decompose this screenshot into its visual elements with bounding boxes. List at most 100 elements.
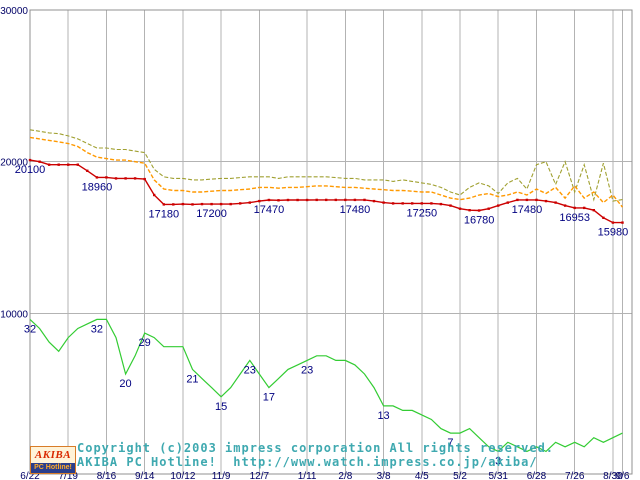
- series-lowest-price-marker: [583, 206, 586, 210]
- series-lowest-price-marker: [334, 198, 337, 202]
- x-axis-tick-label: 10/12: [170, 471, 195, 480]
- series-lowest-price-marker: [592, 209, 595, 212]
- series-lowest-price-marker: [172, 203, 175, 206]
- series-lowest-price-marker: [95, 176, 99, 179]
- x-axis-tick-label: 5/2: [453, 471, 467, 480]
- x-axis-tick-label: 9/14: [135, 471, 155, 480]
- series-lowest-price-marker: [258, 199, 261, 203]
- series-lowest-price-marker: [401, 202, 404, 205]
- series-lowest-price-marker: [516, 198, 519, 202]
- value-annotation: 17480: [512, 204, 543, 216]
- value-annotation: 32: [24, 323, 36, 335]
- series-lowest-price-marker: [325, 198, 328, 202]
- series-lowest-price-marker: [47, 163, 51, 166]
- series-lowest-price-marker: [411, 202, 414, 205]
- value-annotation: 23: [301, 364, 313, 376]
- series-shop-count: [29, 318, 623, 453]
- plot-border: [29, 9, 633, 475]
- y-axis-tick-label: 20000: [0, 158, 28, 169]
- series-lowest-price-marker: [38, 160, 41, 163]
- series-lowest-price-marker: [191, 203, 194, 206]
- value-annotation: 23: [244, 364, 256, 376]
- series-lowest-price-marker: [611, 221, 615, 224]
- series-lowest-price-marker: [57, 163, 60, 166]
- value-annotation: 20: [119, 378, 131, 390]
- series-lowest-price-marker: [277, 199, 280, 202]
- series-lowest-price-marker: [430, 202, 433, 205]
- x-axis-tick-label: 8/30: [603, 471, 623, 480]
- series-lowest-price-marker: [133, 177, 137, 180]
- series-lowest-price-marker: [248, 201, 251, 204]
- series-lowest-price-marker: [305, 198, 309, 202]
- series-lowest-price-marker: [602, 216, 605, 219]
- series-lowest-price-marker: [114, 177, 118, 180]
- x-axis-tick-label: 4/5: [415, 471, 429, 480]
- value-annotation: 13: [377, 410, 389, 422]
- series-lowest-price-marker: [477, 209, 481, 212]
- value-annotation: 15980: [598, 227, 629, 239]
- series-lowest-price-marker: [382, 201, 385, 204]
- value-annotation: 17180: [148, 208, 179, 220]
- series-lowest-price-marker: [86, 169, 89, 172]
- series-lowest-price-marker: [363, 198, 366, 202]
- series-lowest-price-marker: [621, 221, 624, 224]
- value-annotation: 20100: [15, 164, 46, 176]
- series-lowest-price-marker: [563, 204, 567, 207]
- value-annotation: 29: [139, 337, 151, 349]
- series-lowest-price-marker: [124, 177, 127, 180]
- x-axis-tick-label: 2/8: [338, 471, 352, 480]
- value-annotation: 18960: [82, 181, 113, 193]
- value-annotation: 3: [495, 455, 501, 467]
- series-lowest-price-marker: [372, 199, 376, 203]
- series-lowest-price-marker: [296, 198, 299, 202]
- x-axis-tick-label: 1/11: [298, 471, 317, 480]
- series-lowest-price-marker: [67, 163, 70, 166]
- series-highest-price: [29, 129, 623, 202]
- value-annotation: 17250: [406, 207, 437, 219]
- series-lowest-price-marker: [554, 201, 557, 204]
- series-lowest-price-marker: [76, 163, 79, 166]
- copyright-line-1: Copyright (c)2003 impress corporation Al…: [77, 441, 555, 455]
- series-lowest-price-marker: [344, 198, 347, 202]
- series-lowest-price-marker: [506, 201, 509, 204]
- series-lowest-price-marker: [420, 202, 423, 205]
- value-annotation: 17480: [340, 204, 371, 216]
- x-axis-tick-label: 3/8: [377, 471, 391, 480]
- series-lowest-price-marker: [353, 198, 357, 202]
- akiba-pc-hotline-logo: AKIBA PC Hotline!: [30, 446, 76, 474]
- x-axis-tick-label: 5/31: [489, 471, 509, 480]
- series-lowest-price-marker: [391, 202, 395, 205]
- value-annotation: 17200: [196, 208, 227, 220]
- x-axis-tick-label: 7/19: [58, 471, 78, 480]
- series-lowest-price-marker: [239, 202, 242, 205]
- series-lowest-price-marker: [267, 198, 271, 202]
- series-lowest-price-marker: [439, 202, 443, 206]
- value-annotation: 21: [186, 373, 198, 385]
- y-axis-tick-label: 10000: [0, 309, 28, 320]
- series-lowest-price-marker: [229, 202, 232, 206]
- x-axis-tick-label: 6/22: [20, 471, 40, 480]
- series-lowest-price-marker: [449, 204, 452, 207]
- x-axis-tick-label: 8/16: [97, 471, 117, 480]
- series-lowest-price-marker: [544, 199, 548, 203]
- copyright-line-2: AKIBA PC Hotline! http://www.watch.impre…: [77, 455, 538, 469]
- series-lowest-price-marker: [315, 198, 318, 202]
- x-axis-tick-label: 6/28: [527, 471, 547, 480]
- series-lowest-price-marker: [105, 176, 108, 179]
- series-lowest-price-marker: [200, 202, 204, 206]
- series-average-price: [29, 136, 624, 208]
- value-annotation: 7: [447, 437, 453, 449]
- logo-akiba-text: AKIBA: [34, 449, 72, 461]
- series-lowest-price-marker: [497, 204, 500, 207]
- series-lowest-price-marker: [573, 206, 576, 210]
- series-lowest-price-marker: [153, 193, 156, 197]
- x-axis-tick-label: 9/6: [616, 471, 630, 480]
- x-axis-tick-label: 7/26: [565, 471, 585, 480]
- value-annotation: 32: [91, 323, 103, 335]
- x-axis-tick-label: 12/7: [250, 471, 270, 480]
- series-lowest-price-marker: [286, 198, 290, 202]
- series-lowest-price-marker: [162, 203, 165, 206]
- y-axis-tick-label: 30000: [0, 6, 28, 17]
- series-lowest-price-marker: [28, 158, 32, 162]
